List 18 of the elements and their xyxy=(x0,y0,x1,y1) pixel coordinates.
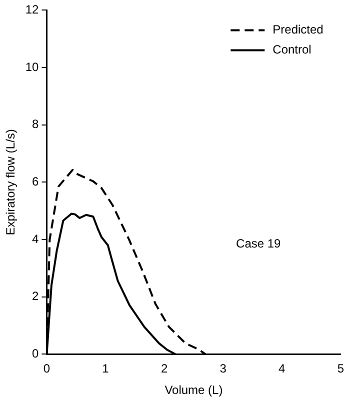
x-tick-label: 3 xyxy=(220,362,227,376)
x-tick-label: 4 xyxy=(278,362,286,376)
annotation: Case 19 xyxy=(236,236,282,250)
y-tick-label: 6 xyxy=(32,174,40,189)
x-tick-label: 1 xyxy=(102,362,110,376)
y-tick-label: 10 xyxy=(25,60,40,74)
x-axis-title: Volume (L) xyxy=(164,383,223,398)
legend-label: Predicted xyxy=(272,22,324,37)
y-tick-label: 8 xyxy=(32,117,40,132)
x-tick-label: 0 xyxy=(43,362,50,376)
y-tick-label: 4 xyxy=(32,232,40,246)
y-axis-title: Expiratory flow (L/s) xyxy=(4,129,18,236)
y-tick-label: 0 xyxy=(32,346,40,361)
legend-label: Control xyxy=(272,42,312,57)
x-tick-label: 2 xyxy=(160,362,168,376)
y-tick-label: 12 xyxy=(25,2,40,17)
x-tick-label: 5 xyxy=(337,362,344,376)
y-tick-label: 2 xyxy=(32,289,40,304)
